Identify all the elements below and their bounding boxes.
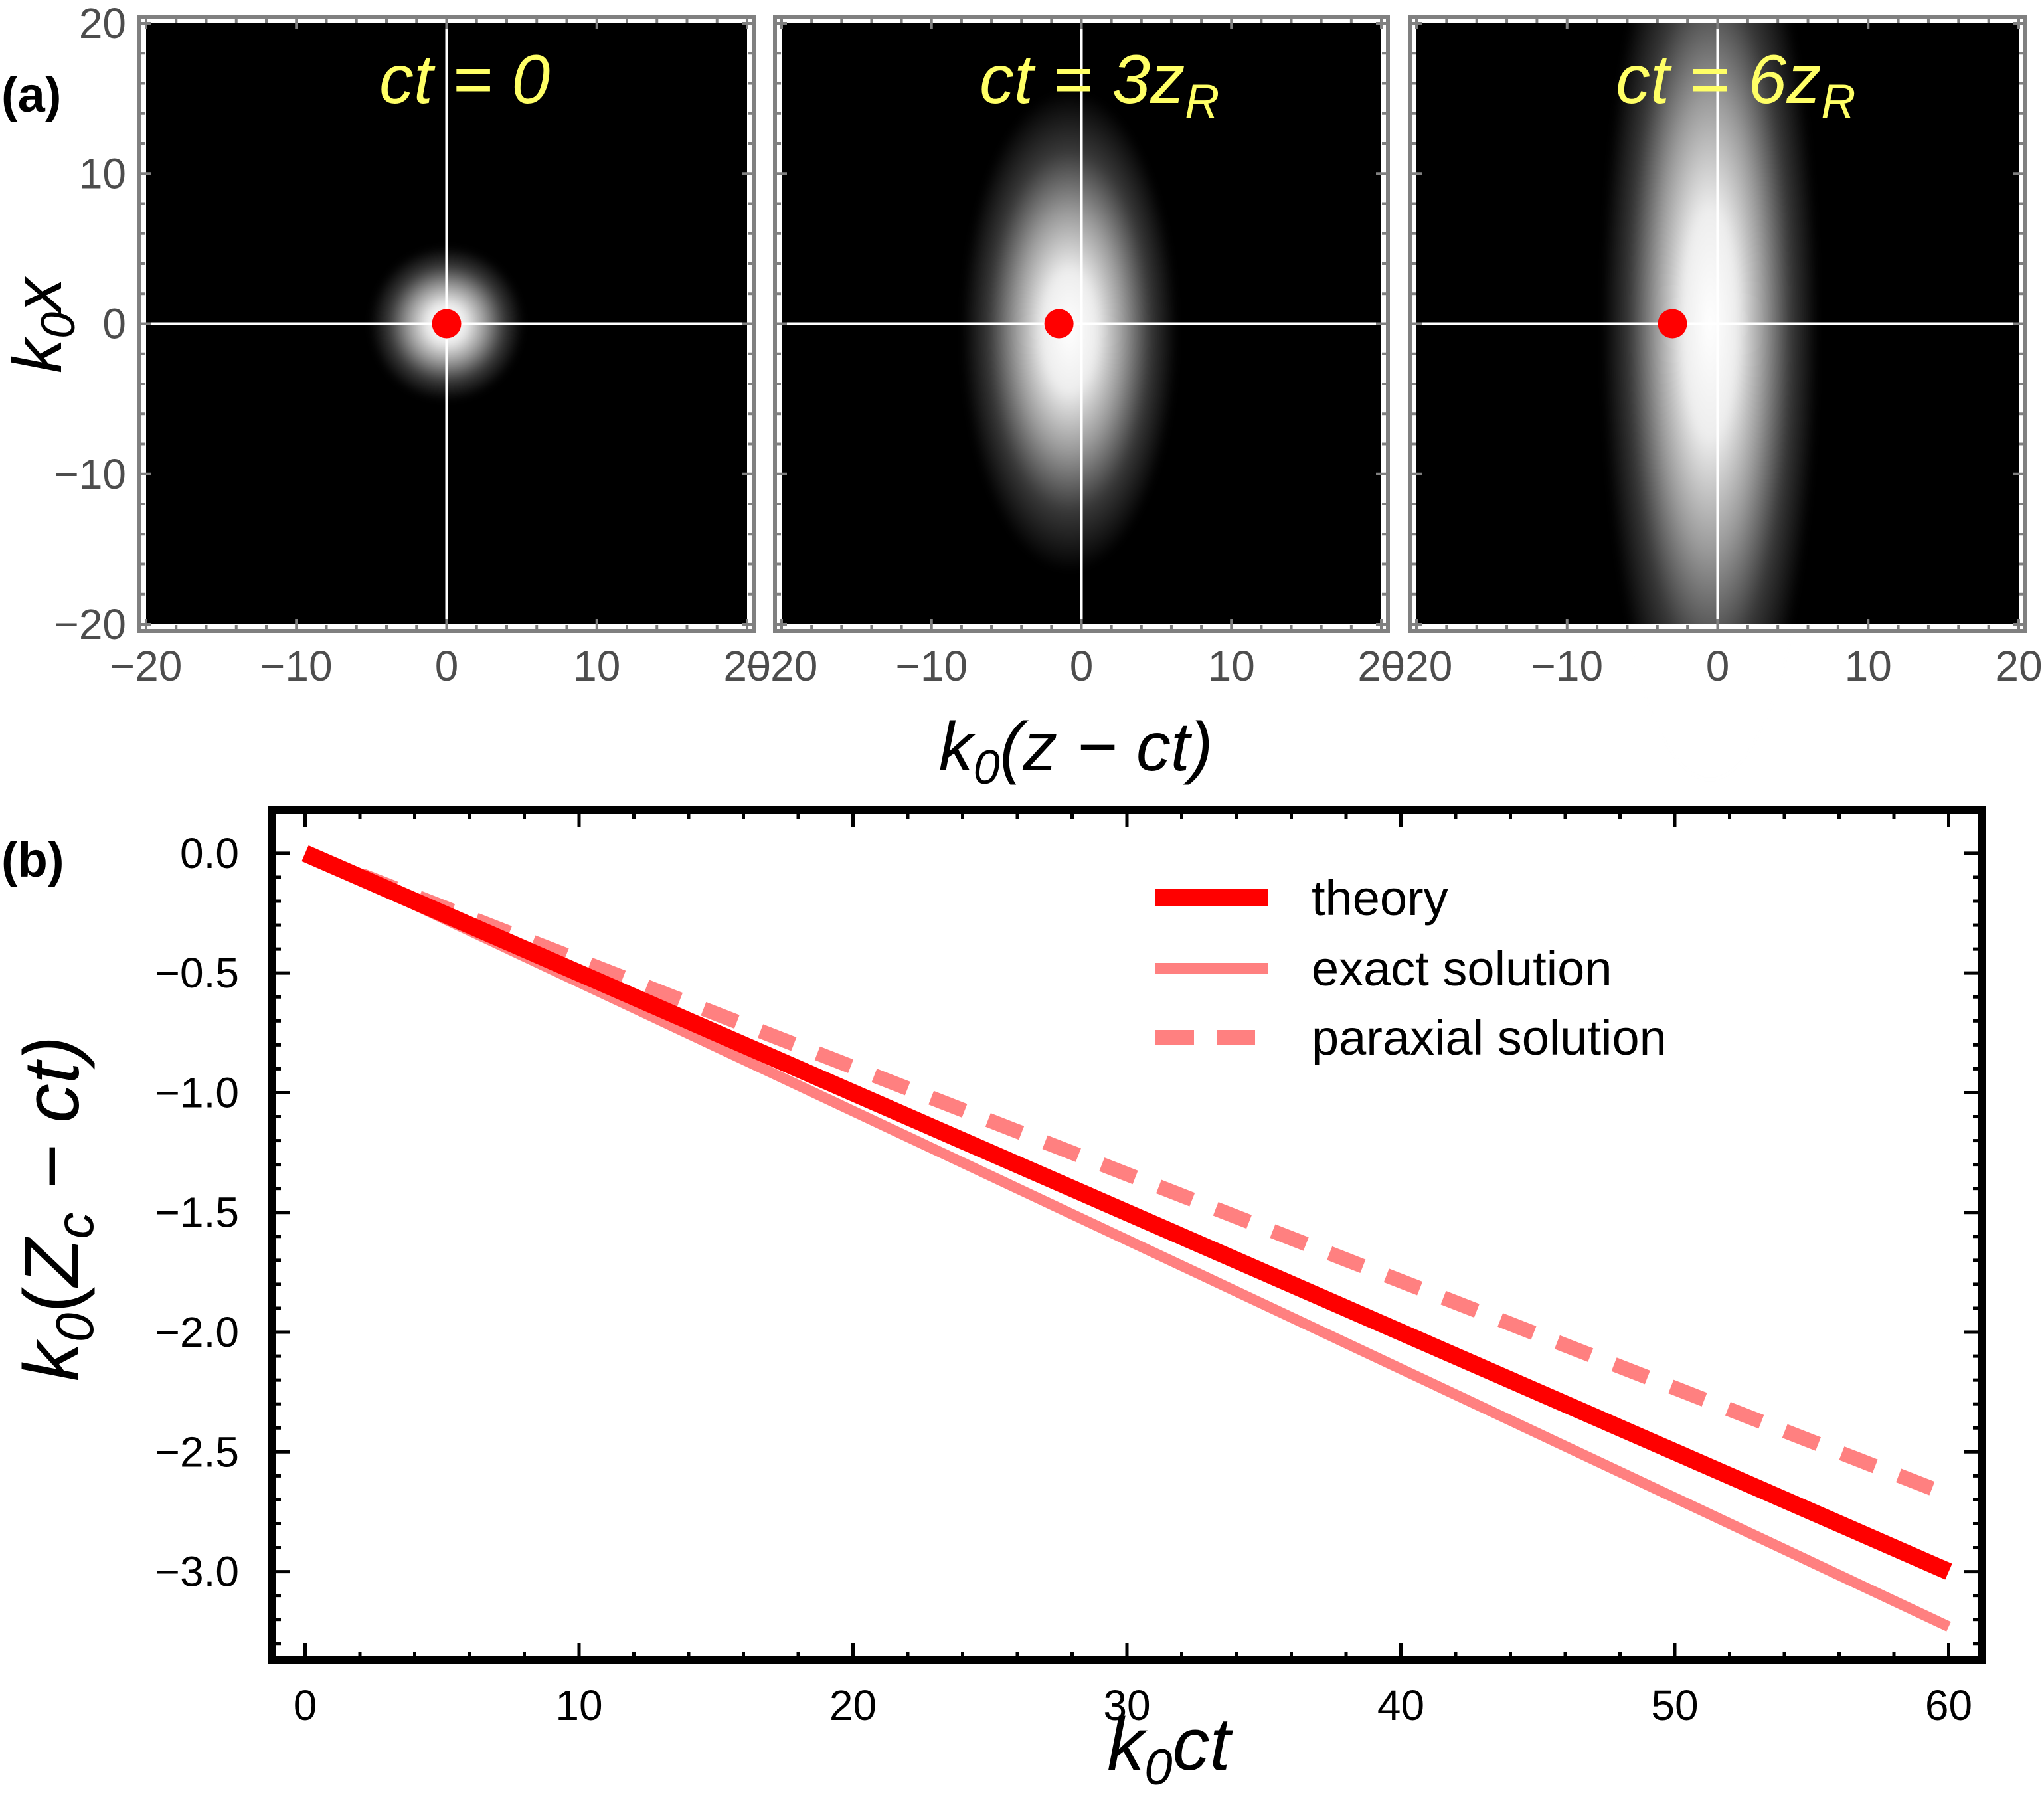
centroid-marker bbox=[432, 309, 462, 339]
beam-intensity bbox=[1601, 0, 1819, 781]
panel-label-a: (a) bbox=[1, 67, 61, 122]
x-tick-label: 0 bbox=[1706, 642, 1730, 690]
y-tick-label: −2.0 bbox=[155, 1308, 239, 1356]
legend-label: theory bbox=[1312, 871, 1448, 926]
legend: theory exact solution paraxial solution bbox=[1155, 871, 1667, 1065]
x-tick-label: 20 bbox=[1357, 642, 1405, 690]
y-tick-label: −1.0 bbox=[155, 1069, 239, 1116]
panel-a-ylabel: k0x bbox=[0, 275, 85, 373]
x-tick-label: 10 bbox=[555, 1681, 602, 1729]
y-tick-label: 10 bbox=[79, 149, 126, 197]
panel-b-xlabel: k0ct bbox=[1107, 1703, 1233, 1796]
panel-a: −20 −10 0 10 20 20 10 0 −10 −20 ct = 0 −20 −10 0 10 20 c… bbox=[54, 0, 2043, 781]
x-tick-label: 10 bbox=[573, 642, 620, 690]
panel-b: 0 10 20 30 40 50 60 0.0 −0.5 −1.0 −1.5 −2.0 −2.5 −3.0… bbox=[155, 806, 1986, 1729]
x-tick-label: −20 bbox=[110, 642, 183, 690]
legend-label: exact solution bbox=[1312, 941, 1612, 996]
beam-panel-1: −20 −10 0 10 20 20 10 0 −10 −20 ct = 0 bbox=[54, 0, 770, 690]
x-tick-label: 60 bbox=[1925, 1681, 1972, 1729]
series-lines bbox=[301, 845, 1952, 1632]
y-tick-label: −2.5 bbox=[155, 1428, 239, 1476]
x-tick-label: 0 bbox=[435, 642, 459, 690]
time-annotation: ct = 3zR bbox=[979, 41, 1219, 128]
y-tick-label: −20 bbox=[54, 600, 126, 648]
x-tick-label: 20 bbox=[1995, 642, 2042, 690]
x-tick-label: −10 bbox=[260, 642, 333, 690]
y-tick-label: 0 bbox=[102, 300, 126, 348]
x-tick-label: 30 bbox=[1103, 1681, 1150, 1729]
x-tick-label: 10 bbox=[1845, 642, 1892, 690]
time-annotation: ct = 0 bbox=[379, 41, 550, 118]
panel-b-ylabel: k0(Zc − ct) bbox=[8, 1036, 104, 1381]
x-tick-label: −10 bbox=[895, 642, 968, 690]
y-tick-label: −10 bbox=[54, 450, 126, 498]
x-tick-label: 10 bbox=[1208, 642, 1255, 690]
centroid-marker bbox=[1658, 309, 1687, 339]
x-tick-label: 20 bbox=[829, 1681, 877, 1729]
x-tick-label: −20 bbox=[1381, 642, 1453, 690]
x-tick-label: −20 bbox=[746, 642, 818, 690]
x-tick-label: 40 bbox=[1377, 1681, 1424, 1729]
legend-label: paraxial solution bbox=[1312, 1010, 1667, 1065]
panel-a-xlabel: k0(z − ct) bbox=[939, 709, 1213, 794]
series-line-paraxial-solution bbox=[302, 846, 1952, 1502]
y-tick-label: −0.5 bbox=[155, 949, 239, 997]
time-annotation: ct = 6zR bbox=[1616, 41, 1855, 128]
x-tick-label: 0 bbox=[1070, 642, 1094, 690]
centroid-marker bbox=[1044, 309, 1074, 339]
y-tick-label: −1.5 bbox=[155, 1189, 239, 1237]
x-tick-label: 0 bbox=[294, 1681, 317, 1729]
y-tick-label: −3.0 bbox=[155, 1548, 239, 1596]
beam-panel-2: −20 −10 0 10 20 ct = 3zR bbox=[746, 15, 1405, 690]
y-tick-label: 0.0 bbox=[180, 829, 239, 877]
panel-label-b: (b) bbox=[1, 832, 64, 887]
x-tick-label: 20 bbox=[723, 642, 770, 690]
x-tick-label: −10 bbox=[1531, 642, 1603, 690]
series-line-theory bbox=[301, 845, 1952, 1580]
beam-panel-3: −20 −10 0 10 20 ct = 6zR bbox=[1381, 0, 2043, 781]
y-tick-label: 20 bbox=[79, 0, 126, 47]
x-tick-label: 50 bbox=[1651, 1681, 1698, 1729]
